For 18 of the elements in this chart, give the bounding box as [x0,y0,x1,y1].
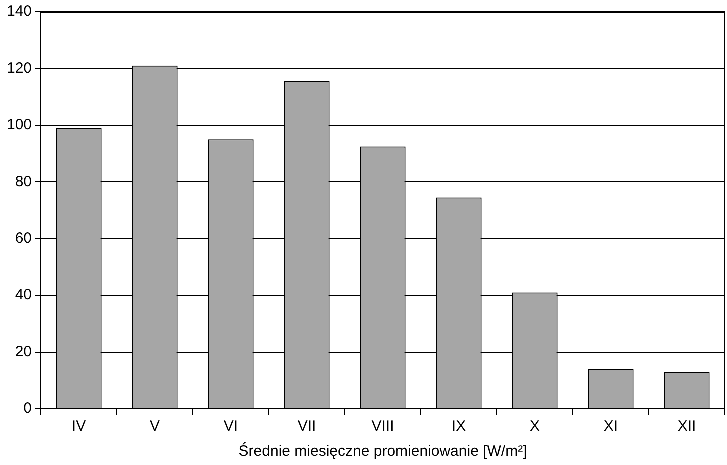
x-axis-title: Średnie miesięczne promieniowanie [W/m²] [238,442,528,460]
x-tick-label: VII [298,418,316,436]
y-tick-label: 80 [15,173,32,190]
y-tick-label: 60 [15,230,32,247]
x-tick-label: VI [224,418,238,436]
x-tick-label: X [530,418,540,436]
y-tick-label: 100 [6,116,32,134]
y-tick-label: 20 [15,343,32,360]
y-tick-label: 40 [15,286,32,304]
x-tick-label: IV [72,418,86,436]
x-tick-label: V [150,418,160,436]
y-tick-label: 140 [6,3,32,20]
x-tick-label: VIII [372,418,394,436]
y-tick-label: 0 [24,400,32,418]
x-tick-label: IX [452,418,466,436]
y-tick-label: 120 [6,60,32,77]
x-tick-label: XI [604,418,618,436]
x-tick-label: XII [678,418,696,436]
